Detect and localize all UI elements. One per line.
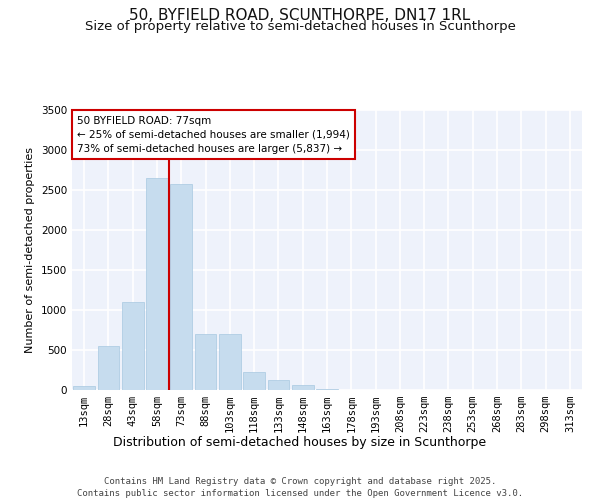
- Text: 50 BYFIELD ROAD: 77sqm
← 25% of semi-detached houses are smaller (1,994)
73% of : 50 BYFIELD ROAD: 77sqm ← 25% of semi-det…: [77, 116, 350, 154]
- Bar: [219, 334, 241, 390]
- Bar: [122, 302, 143, 390]
- Bar: [73, 386, 95, 390]
- Text: Contains HM Land Registry data © Crown copyright and database right 2025.
Contai: Contains HM Land Registry data © Crown c…: [77, 476, 523, 498]
- Bar: [194, 334, 217, 390]
- Bar: [292, 385, 314, 390]
- Bar: [316, 389, 338, 390]
- Bar: [268, 380, 289, 390]
- Y-axis label: Number of semi-detached properties: Number of semi-detached properties: [25, 147, 35, 353]
- Text: Distribution of semi-detached houses by size in Scunthorpe: Distribution of semi-detached houses by …: [113, 436, 487, 449]
- Text: 50, BYFIELD ROAD, SCUNTHORPE, DN17 1RL: 50, BYFIELD ROAD, SCUNTHORPE, DN17 1RL: [130, 8, 470, 22]
- Bar: [243, 372, 265, 390]
- Text: Size of property relative to semi-detached houses in Scunthorpe: Size of property relative to semi-detach…: [85, 20, 515, 33]
- Bar: [97, 346, 119, 390]
- Bar: [146, 178, 168, 390]
- Bar: [170, 184, 192, 390]
